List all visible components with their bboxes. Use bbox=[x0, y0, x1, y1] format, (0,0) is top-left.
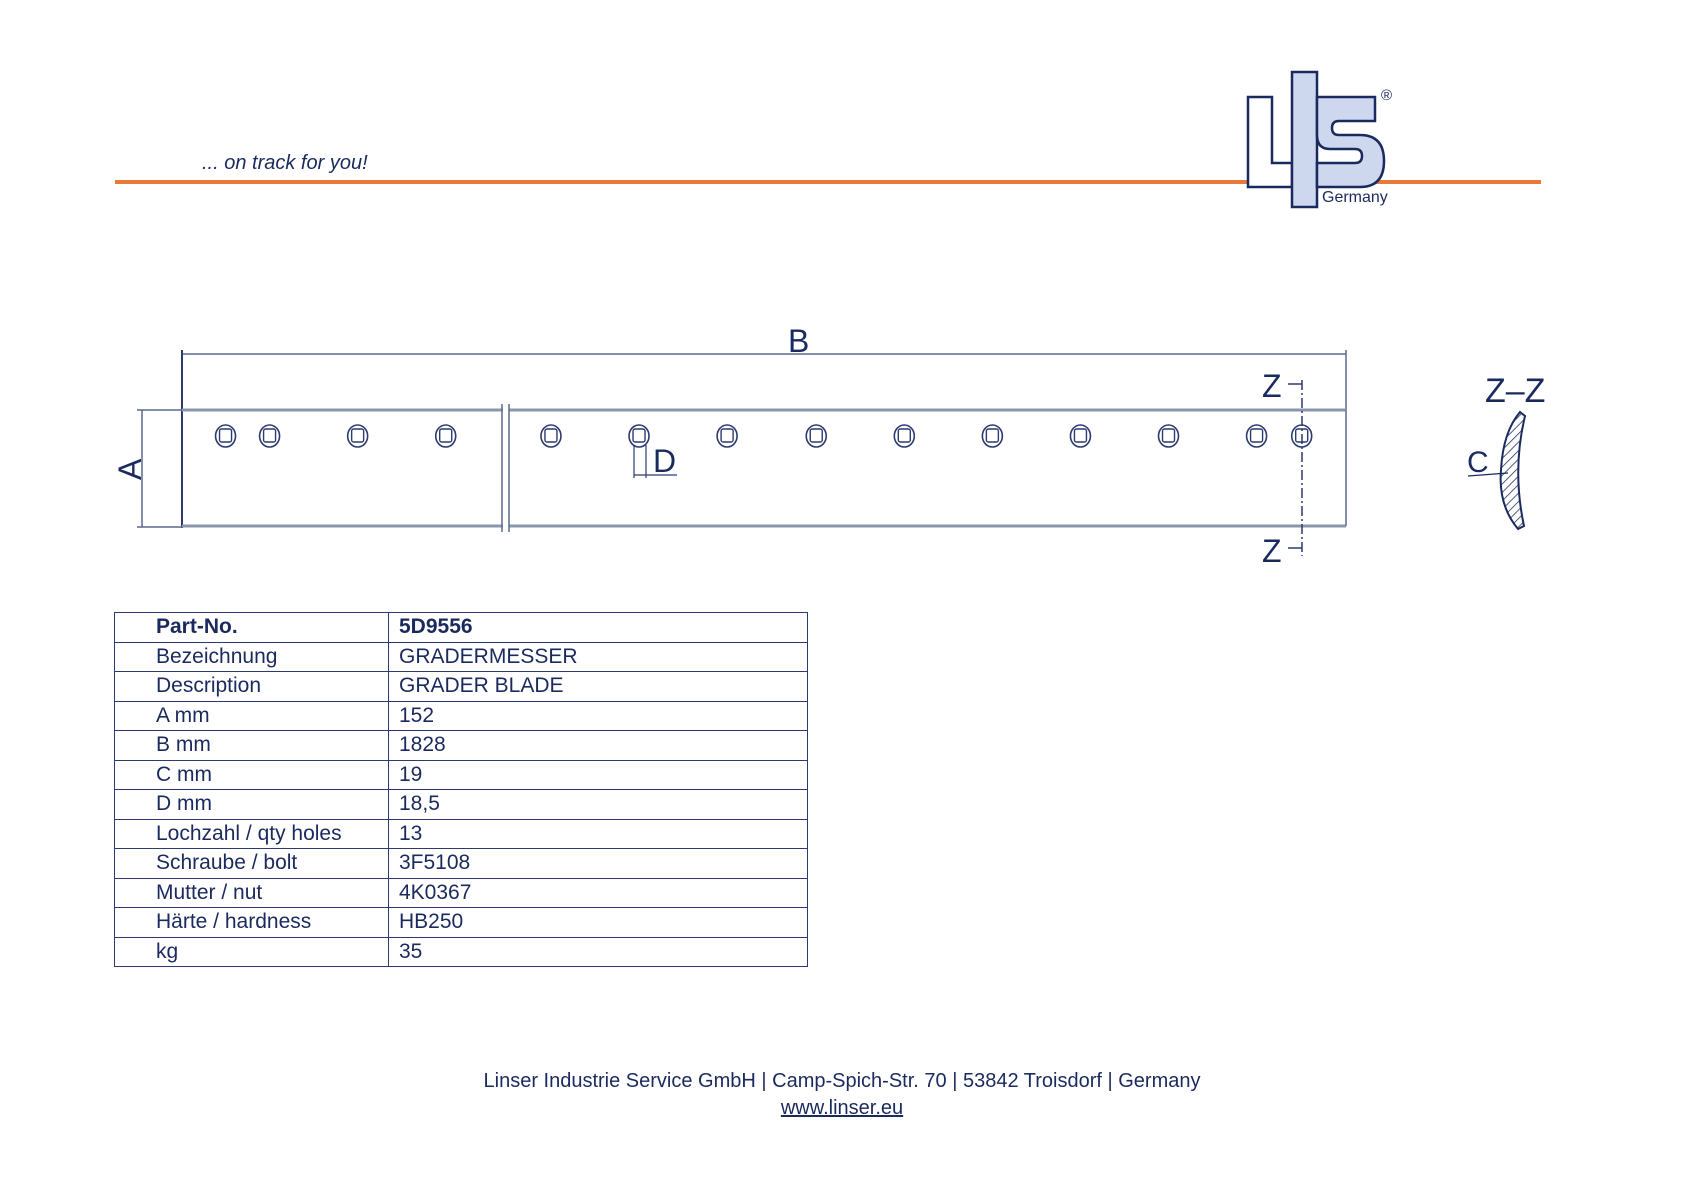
bolt-hole bbox=[628, 424, 650, 448]
spec-key: kg bbox=[114, 936, 389, 967]
spec-row: A mm 152 bbox=[114, 700, 808, 731]
bolt-hole bbox=[805, 424, 828, 448]
blade-front-view bbox=[137, 350, 1347, 556]
spec-value: 13 bbox=[388, 818, 808, 849]
bolt-hole bbox=[1290, 424, 1313, 448]
bolt-hole bbox=[1157, 424, 1180, 448]
spec-row: kg 35 bbox=[114, 936, 808, 967]
bolt-hole bbox=[1245, 424, 1268, 448]
spec-value: 3F5108 bbox=[388, 848, 808, 879]
dimension-label-b: B bbox=[788, 323, 809, 359]
spec-key: Lochzahl / qty holes bbox=[114, 818, 389, 849]
footer: Linser Industrie Service GmbH | Camp-Spi… bbox=[0, 1068, 1684, 1122]
spec-value: 1828 bbox=[388, 730, 808, 761]
bolt-holes bbox=[214, 424, 1313, 448]
spec-row: Part-No. 5D9556 bbox=[114, 612, 808, 643]
spec-key: Bezeichnung bbox=[114, 641, 389, 672]
specs-table: Part-No. 5D9556 Bezeichnung GRADERMESSER Des… bbox=[114, 612, 808, 967]
spec-row: C mm 19 bbox=[114, 759, 808, 790]
logo-registered-mark: ® bbox=[1381, 87, 1392, 104]
spec-key: A mm bbox=[114, 700, 389, 731]
spec-row: Description GRADER BLADE bbox=[114, 671, 808, 702]
spec-row: Mutter / nut 4K0367 bbox=[114, 877, 808, 908]
dimension-label-c: C bbox=[1467, 446, 1489, 479]
bolt-hole bbox=[214, 424, 237, 448]
section-marker-z-bottom: Z bbox=[1262, 533, 1282, 569]
spec-row: D mm 18,5 bbox=[114, 789, 808, 820]
spec-key: Description bbox=[114, 671, 389, 702]
bolt-hole bbox=[258, 424, 281, 448]
spec-value: 35 bbox=[388, 936, 808, 967]
section-title: Z–Z bbox=[1485, 372, 1545, 410]
spec-key: Härte / hardness bbox=[114, 907, 389, 938]
lis-logo bbox=[1246, 70, 1386, 209]
tagline: ... on track for you! bbox=[202, 152, 368, 174]
spec-key: Part-No. bbox=[114, 612, 389, 643]
section-marker-z-top: Z bbox=[1262, 368, 1282, 404]
spec-value: 5D9556 bbox=[388, 612, 808, 643]
spec-row: Bezeichnung GRADERMESSER bbox=[114, 641, 808, 672]
bolt-hole bbox=[893, 424, 916, 448]
logo-germany-text: Germany bbox=[1322, 189, 1388, 206]
spec-key: B mm bbox=[114, 730, 389, 761]
bolt-hole bbox=[434, 424, 457, 448]
bolt-hole bbox=[346, 424, 369, 448]
footer-address: Linser Industrie Service GmbH | Camp-Spi… bbox=[483, 1070, 1201, 1092]
spec-key: C mm bbox=[114, 759, 389, 790]
bolt-hole bbox=[1069, 424, 1092, 448]
website-link[interactable]: www.linser.eu bbox=[780, 1097, 904, 1119]
dimension-label-d: D bbox=[653, 443, 676, 479]
spec-value: 4K0367 bbox=[388, 877, 808, 908]
spec-row: B mm 1828 bbox=[114, 730, 808, 761]
spec-key: Schraube / bolt bbox=[114, 848, 389, 879]
spec-key: D mm bbox=[114, 789, 389, 820]
spec-value: 152 bbox=[388, 700, 808, 731]
section-profile bbox=[1467, 410, 1527, 531]
bolt-hole bbox=[981, 424, 1004, 448]
spec-key: Mutter / nut bbox=[114, 877, 389, 908]
spec-value: GRADERMESSER bbox=[388, 641, 808, 672]
spec-row: Lochzahl / qty holes 13 bbox=[114, 818, 808, 849]
bolt-hole bbox=[540, 424, 562, 448]
spec-value: 19 bbox=[388, 759, 808, 790]
spec-row: Härte / hardness HB250 bbox=[114, 907, 808, 938]
spec-value: 18,5 bbox=[388, 789, 808, 820]
spec-value: GRADER BLADE bbox=[388, 671, 808, 702]
spec-row: Schraube / bolt 3F5108 bbox=[114, 848, 808, 879]
header-rule bbox=[115, 180, 1541, 184]
spec-value: HB250 bbox=[388, 907, 808, 938]
bolt-hole bbox=[716, 424, 738, 448]
dimension-label-a: A bbox=[112, 458, 148, 480]
